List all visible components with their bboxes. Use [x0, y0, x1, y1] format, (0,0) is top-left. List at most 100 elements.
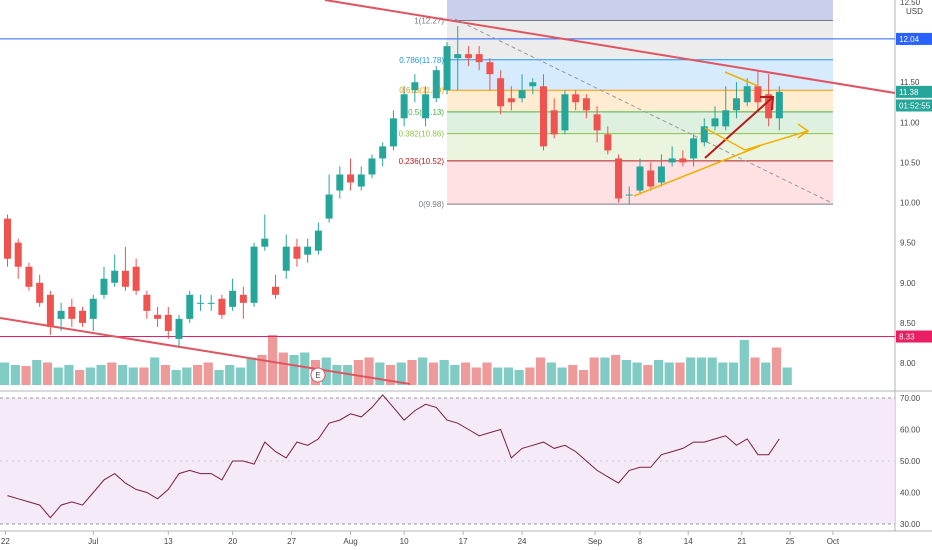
volume-bar: [707, 357, 717, 385]
price-tag: [896, 85, 932, 98]
candle: [14, 238, 22, 279]
candle: [121, 246, 129, 291]
candle-body: [143, 294, 151, 311]
candle-body: [572, 94, 580, 103]
candle: [239, 286, 247, 319]
candle: [229, 278, 237, 311]
candle: [357, 166, 365, 191]
price-tag: [896, 99, 932, 112]
candle: [186, 290, 194, 323]
fib-zone: [447, 133, 833, 161]
fib-level-label: 0.618(11.40): [399, 86, 444, 95]
candle-body: [732, 98, 740, 111]
volume-bar: [536, 357, 546, 385]
candle: [700, 118, 708, 147]
volume-bar: [32, 360, 42, 385]
volume-bar: [546, 362, 556, 385]
upper-downtrend-line[interactable]: [324, 0, 896, 94]
candle: [454, 26, 462, 91]
volume-bar: [600, 357, 610, 385]
rsi-tick-label: 60.00: [900, 426, 921, 435]
candle: [379, 142, 387, 167]
price-tick-label: 11.00: [900, 118, 920, 127]
currency-label: USD: [906, 7, 923, 16]
candle-body: [229, 290, 237, 307]
volume-bar: [385, 365, 396, 385]
candle: [529, 78, 537, 95]
uptrend-arrow-line[interactable]: [704, 96, 774, 159]
fib-level-label: 0.786(11.78): [399, 56, 444, 65]
candle: [604, 126, 612, 155]
volume-bar: [182, 367, 192, 385]
earnings-marker-label: E: [315, 371, 320, 380]
candle-body: [422, 94, 430, 119]
volume-bar: [525, 367, 535, 385]
candle-body: [561, 94, 569, 131]
earnings-marker[interactable]: E: [310, 367, 326, 383]
volume-bar: [171, 370, 181, 385]
volume-bar: [568, 365, 578, 385]
candle: [679, 150, 687, 167]
candle-body: [57, 310, 65, 319]
candle: [540, 74, 547, 151]
candle-body: [636, 166, 644, 191]
candle-body: [400, 94, 408, 119]
volume-bar: [761, 362, 771, 385]
fib-zone: [447, 111, 833, 134]
candle-body: [625, 194, 633, 196]
volume-bar: [278, 352, 288, 385]
volume-bar: [85, 367, 95, 385]
candle: [636, 158, 644, 195]
volume-bar: [728, 362, 739, 385]
volume-bar: [686, 357, 696, 385]
candle-body: [79, 310, 87, 323]
price-tag-label: 12.04: [899, 35, 920, 44]
trend-lines[interactable]: [0, 0, 896, 385]
candle: [36, 274, 44, 307]
support-arrow-line[interactable]: [633, 145, 761, 197]
volume-bar: [75, 370, 85, 385]
volume-bar: [21, 366, 31, 385]
candle: [486, 58, 494, 91]
candle-body: [432, 70, 440, 99]
candle-body: [615, 158, 623, 199]
fib-zone-top: [447, 0, 833, 21]
price-tick-label: 10.00: [900, 199, 921, 208]
volume-bar: [225, 365, 235, 385]
lower-downtrend-line[interactable]: [0, 317, 411, 385]
candle: [164, 306, 172, 339]
candle-body: [46, 294, 54, 327]
price-tick-label: 12.50: [900, 0, 921, 7]
earnings-marker-circle[interactable]: [310, 367, 326, 383]
candle: [57, 302, 65, 331]
candles: [4, 26, 783, 347]
drawing-arrows[interactable]: [633, 71, 810, 197]
candle-body: [154, 314, 162, 319]
price-tick-label: 8.00: [900, 359, 916, 368]
price-tag-label: 11.38: [899, 88, 919, 97]
volume-bar: [589, 357, 599, 385]
volume-bar: [503, 367, 514, 385]
rsi-axis: 70.00 60.00 50.00 40.00 30.00: [900, 394, 921, 529]
price-tick-label: 11.50: [900, 78, 920, 87]
candle: [400, 86, 408, 127]
price-tag: [896, 330, 932, 343]
candle-body: [111, 270, 119, 283]
candle: [572, 90, 580, 111]
volume-bar: [718, 362, 728, 385]
projection-arrow-path[interactable]: [704, 127, 809, 151]
upper-projection-path[interactable]: [724, 71, 759, 87]
candle: [475, 46, 483, 71]
volume-bar: [621, 360, 631, 385]
candle-body: [132, 266, 140, 291]
rsi-tick-label: 40.00: [900, 489, 921, 498]
volume-bar: [653, 360, 664, 385]
horizontal-lines[interactable]: [0, 38, 895, 338]
candle-body: [36, 282, 44, 303]
volume-bar: [739, 340, 749, 385]
candle-body: [518, 90, 526, 99]
candle: [347, 158, 355, 191]
volume-bar: [632, 362, 642, 385]
fib-zone: [447, 59, 833, 91]
candle: [615, 154, 623, 203]
